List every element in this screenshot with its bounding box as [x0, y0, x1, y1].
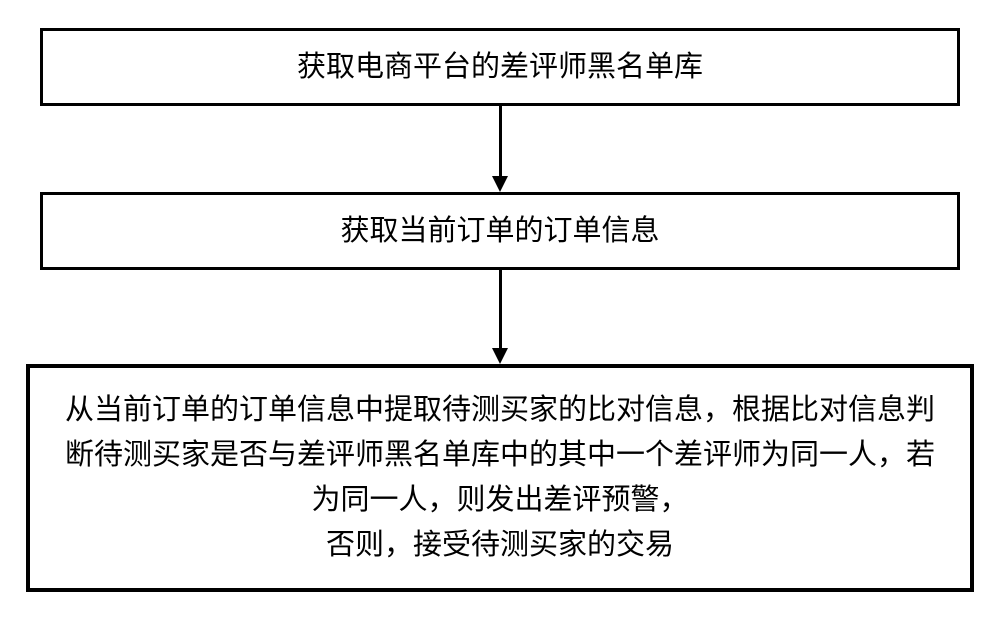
arrow-1-line [499, 106, 502, 176]
flow-node-2-text: 获取当前订单的订单信息 [310, 203, 689, 260]
flow-node-1: 获取电商平台的差评师黑名单库 [40, 28, 960, 106]
arrow-2-line [499, 270, 502, 348]
flow-node-3: 从当前订单的订单信息中提取待测买家的比对信息，根据比对信息判断待测买家是否与差评… [26, 364, 974, 592]
flowchart-canvas: 获取电商平台的差评师黑名单库 获取当前订单的订单信息 从当前订单的订单信息中提取… [0, 0, 1000, 644]
flow-node-3-text: 从当前订单的订单信息中提取待测买家的比对信息，根据比对信息判断待测买家是否与差评… [30, 382, 970, 574]
arrow-1-head [492, 176, 508, 192]
flow-node-1-text: 获取电商平台的差评师黑名单库 [267, 39, 733, 96]
arrow-2-head [492, 348, 508, 364]
flow-node-2: 获取当前订单的订单信息 [40, 192, 960, 270]
